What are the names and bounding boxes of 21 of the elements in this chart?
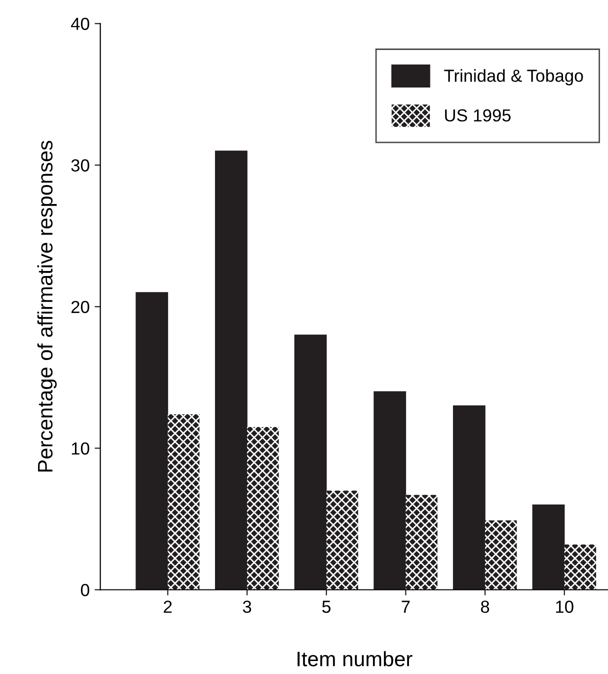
y-tick-label: 20 <box>71 300 90 314</box>
x-tick-label: 2 <box>164 600 172 613</box>
x-tick-label: 3 <box>242 600 252 613</box>
x-tick-label: 8 <box>480 600 490 613</box>
bar <box>485 520 517 590</box>
bar <box>564 544 596 590</box>
x-tick-label: 7 <box>402 600 410 613</box>
x-axis-title: Item number <box>298 651 412 666</box>
y-axis-title: Percentage of affirmative responses <box>37 140 57 472</box>
bar <box>406 494 438 590</box>
y-tick-label: 30 <box>71 159 90 172</box>
bar <box>326 490 358 590</box>
legend-label: Trinidad & Tobago <box>444 69 583 86</box>
x-tick-label: 5 <box>322 600 330 613</box>
y-tick-label: 0 <box>80 584 90 596</box>
legend-label: US 1995 <box>445 109 511 122</box>
x-tick-label: 10 <box>556 600 574 613</box>
bar <box>168 414 200 590</box>
y-tick-label: 10 <box>72 442 90 455</box>
bar <box>247 426 279 590</box>
y-tick-label: 40 <box>70 18 90 30</box>
